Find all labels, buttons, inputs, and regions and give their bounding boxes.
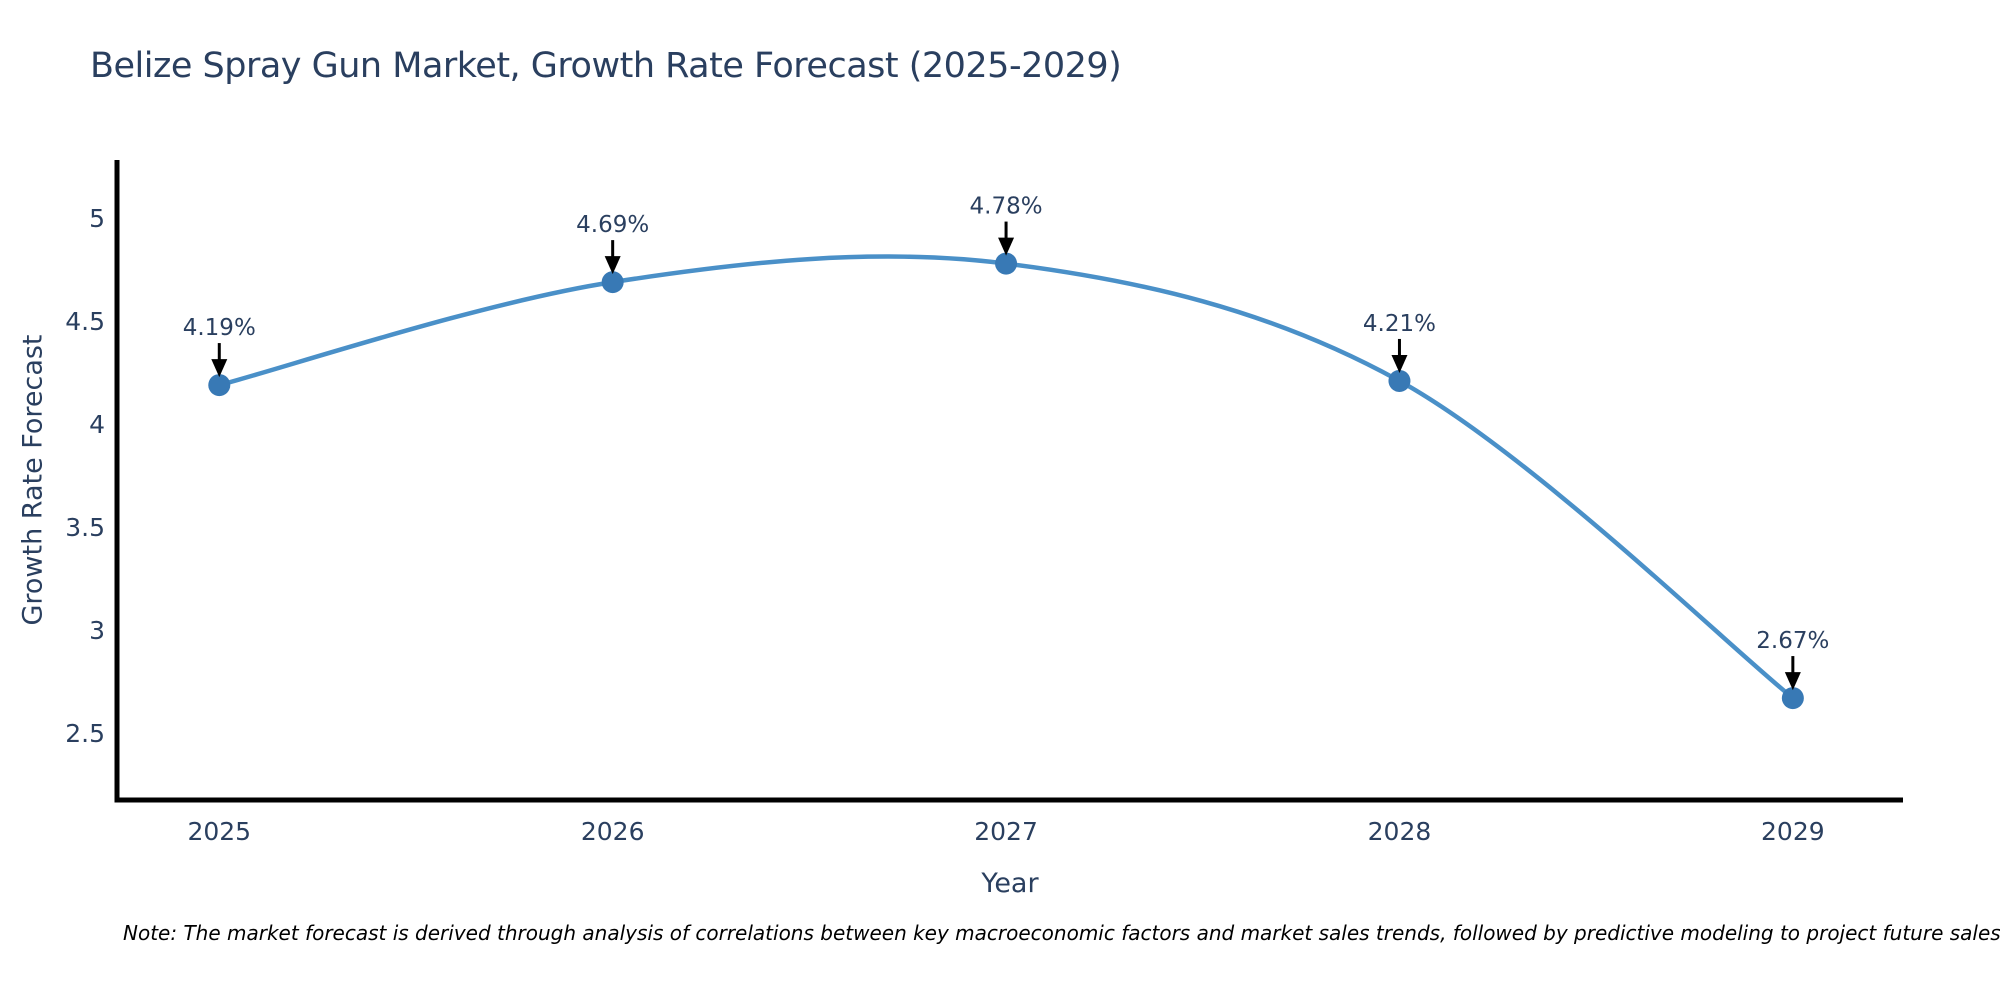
x-tick-label: 2029 (1761, 817, 1825, 846)
annotation-arrow-head-icon (604, 256, 621, 275)
y-tick-label: 4 (89, 410, 105, 439)
x-tick-label: 2025 (187, 817, 251, 846)
footnote: Note: The market forecast is derived thr… (123, 921, 2000, 945)
data-point-marker[interactable] (1388, 369, 1411, 392)
y-tick-label: 5 (89, 204, 105, 233)
axis-lines (114, 160, 1903, 803)
data-point-marker[interactable] (995, 252, 1018, 275)
y-tick-label: 3.5 (65, 513, 105, 542)
y-tick-label: 3 (89, 616, 105, 645)
annotation-arrow-head-icon (998, 237, 1015, 256)
annotation-arrow-head-icon (1784, 672, 1801, 691)
x-tick-label: 2026 (581, 817, 645, 846)
data-point-marker[interactable] (601, 271, 624, 294)
x-axis-title: Year (981, 868, 1039, 899)
data-point-label: 4.78% (970, 194, 1043, 220)
annotation-arrow-head-icon (211, 359, 228, 378)
data-point-label: 4.19% (183, 315, 256, 341)
y-axis-title: Growth Rate Forecast (17, 334, 49, 626)
data-point-marker[interactable] (1781, 687, 1804, 710)
x-tick-label: 2027 (974, 817, 1038, 846)
data-point-label: 4.21% (1363, 311, 1436, 337)
data-point-label: 4.69% (576, 212, 649, 238)
data-point-marker[interactable] (208, 374, 231, 397)
x-tick-label: 2028 (1368, 817, 1432, 846)
chart-title: Belize Spray Gun Market, Growth Rate For… (90, 46, 1122, 86)
data-point-label: 2.67% (1756, 628, 1829, 654)
y-tick-label: 2.5 (65, 719, 105, 748)
y-tick-label: 4.5 (65, 307, 105, 336)
forecast-line (217, 254, 1796, 701)
annotation-arrow-head-icon (1391, 354, 1408, 373)
